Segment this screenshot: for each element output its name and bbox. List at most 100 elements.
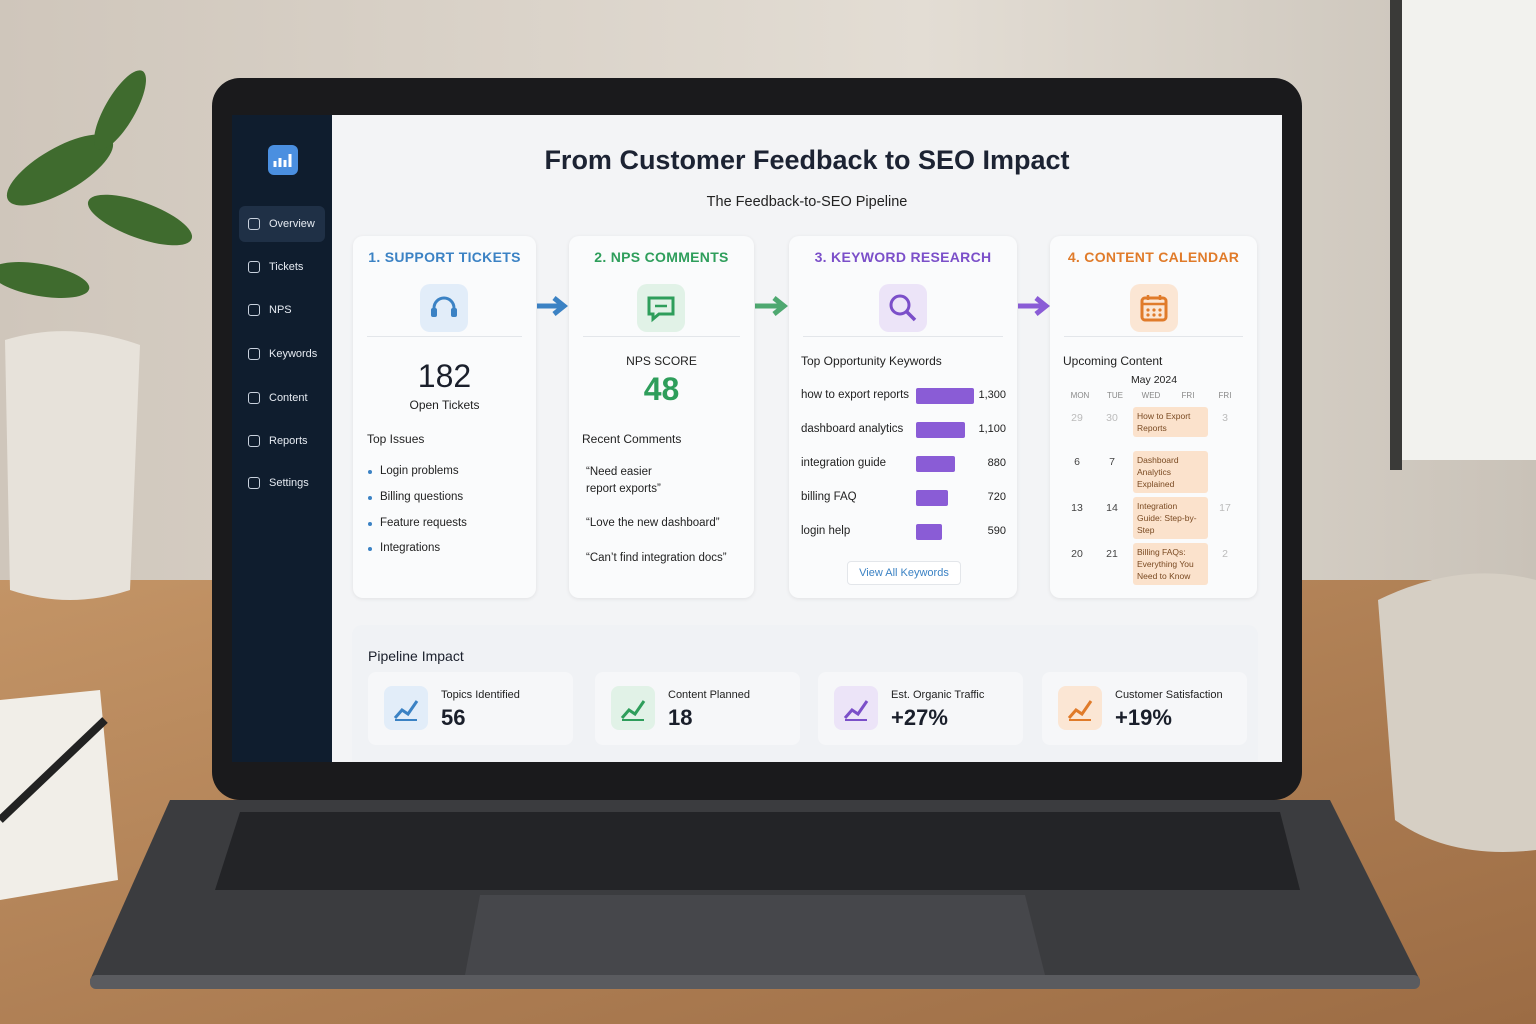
day: 17 <box>1219 502 1231 514</box>
weekday: FRI <box>1218 391 1232 400</box>
icon <box>384 686 428 730</box>
day: 3 <box>1222 412 1228 424</box>
day: 6 <box>1074 456 1080 468</box>
nav-item[interactable]: NPS <box>239 292 325 328</box>
icon <box>879 284 927 332</box>
bar-value: 590 <box>987 525 1006 537</box>
bar-value: 880 <box>987 457 1006 469</box>
weekday: MON <box>1070 391 1090 400</box>
title: From Customer Feedback to SEO Impact <box>544 145 1070 175</box>
comment: “Can’t find integration docs” <box>586 552 727 564</box>
step-title: 1. SUPPORT TICKETS <box>368 249 521 265</box>
metric: 182 <box>417 358 472 394</box>
list-item: Feature requests <box>368 517 467 529</box>
metric-card: Content Planned 18 <box>595 672 800 745</box>
nav-item[interactable]: Keywords <box>239 336 325 372</box>
metric-value: 56 <box>441 705 466 730</box>
nav-item[interactable]: Settings <box>239 465 325 501</box>
subtitle: The Feedback-to-SEO Pipeline <box>706 194 908 210</box>
nav-item[interactable]: Content <box>239 380 325 416</box>
comment: “Need easier report exports” <box>586 466 661 495</box>
keyword: integration guide <box>801 457 887 469</box>
event: Integration Guide: Step-by-Step <box>1133 497 1208 539</box>
step-card: 2. NPS COMMENTS NPS SCORE 48 Recent Comm… <box>569 236 754 598</box>
section-title: Pipeline Impact <box>368 648 464 664</box>
metric-label: Customer Satisfaction <box>1115 689 1223 701</box>
arrows <box>537 296 1051 316</box>
day: 14 <box>1106 502 1118 514</box>
keyword: dashboard analytics <box>801 423 904 435</box>
month: May 2024 <box>1130 374 1178 386</box>
weekday: FRI <box>1181 391 1195 400</box>
divider <box>583 336 740 337</box>
list-title: Recent Comments <box>582 432 682 446</box>
nav-item[interactable]: Tickets <box>239 249 325 285</box>
metric-card: Topics Identified 56 <box>368 672 573 745</box>
keyword: how to export reports <box>801 389 910 401</box>
weekday: TUE <box>1107 391 1123 400</box>
sidebar: Overview Tickets NPS Keywords Content Re… <box>232 115 332 762</box>
bar <box>916 456 956 472</box>
link[interactable]: View All Keywords <box>847 561 961 585</box>
list-title: Top Opportunity Keywords <box>801 354 942 368</box>
event: How to Export Reports <box>1133 407 1208 437</box>
day: 2 <box>1222 548 1228 560</box>
bar <box>916 524 943 540</box>
comment: “Love the new dashboard” <box>586 517 720 529</box>
screen: Overview Tickets NPS Keywords Content Re… <box>232 115 1282 762</box>
bar-value: 1,300 <box>978 389 1006 401</box>
keyword: billing FAQ <box>801 491 857 503</box>
nav-item[interactable]: Overview <box>239 206 325 242</box>
bar-value: 1,100 <box>978 423 1006 435</box>
step-title: 2. NPS COMMENTS <box>594 249 729 265</box>
logo <box>268 145 298 175</box>
day: 21 <box>1106 548 1118 560</box>
list-item: Billing questions <box>367 491 464 503</box>
step-card: 1. SUPPORT TICKETS 182 Open Tickets Top … <box>353 236 536 598</box>
caption: NPS SCORE <box>626 354 697 368</box>
day: 13 <box>1071 502 1083 514</box>
metric-card: Est. Organic Traffic +27% <box>818 672 1023 745</box>
bar <box>916 422 966 438</box>
metric-label: Content Planned <box>668 689 750 701</box>
divider <box>367 336 522 337</box>
bar-value: 720 <box>987 491 1006 503</box>
step-card: 4. CONTENT CALENDAR Upcoming Content May… <box>1050 236 1257 598</box>
metric-value: +19% <box>1115 705 1172 730</box>
list-item: Login problems <box>368 465 459 477</box>
step-title: 3. KEYWORD RESEARCH <box>814 249 992 265</box>
bar <box>916 388 974 404</box>
metric: 48 <box>643 371 680 407</box>
day: 20 <box>1071 548 1083 560</box>
day: 29 <box>1071 412 1083 424</box>
event: Billing FAQs: Everything You Need to Kno… <box>1133 543 1208 585</box>
list-item: Integrations <box>367 542 441 554</box>
icon <box>637 284 685 332</box>
icon <box>611 686 655 730</box>
caption: Open Tickets <box>409 398 480 412</box>
divider <box>1064 336 1243 337</box>
metric-label: Est. Organic Traffic <box>891 689 985 701</box>
metric-label: Topics Identified <box>441 689 520 701</box>
day: 7 <box>1109 456 1115 468</box>
icon <box>834 686 878 730</box>
divider <box>803 336 1003 337</box>
icon <box>1058 686 1102 730</box>
keyword: login help <box>801 525 851 537</box>
event: Dashboard Analytics Explained <box>1133 451 1208 493</box>
icon <box>420 284 468 332</box>
day: 30 <box>1106 412 1118 424</box>
metric-card: Customer Satisfaction +19% <box>1042 672 1247 745</box>
metric-value: +27% <box>891 705 948 730</box>
metric-value: 18 <box>668 705 693 730</box>
step-title: 4. CONTENT CALENDAR <box>1067 249 1240 265</box>
weekday: WED <box>1141 391 1161 400</box>
icon <box>1130 284 1178 332</box>
impact-panel: Pipeline Impact Topics Identified 56 Conte… <box>352 625 1258 762</box>
step-card: 3. KEYWORD RESEARCH Top Opportunity Keyw… <box>789 236 1017 598</box>
list-title: Top Issues <box>367 432 425 446</box>
bar <box>916 490 949 506</box>
nav-item[interactable]: Reports <box>239 423 325 459</box>
list-title: Upcoming Content <box>1063 354 1163 368</box>
